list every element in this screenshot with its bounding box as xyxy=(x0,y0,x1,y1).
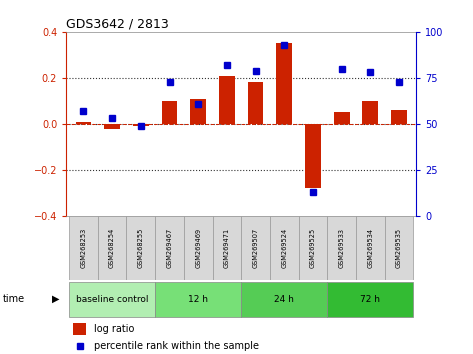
Text: ▶: ▶ xyxy=(52,294,60,304)
Bar xyxy=(98,216,126,280)
Text: GSM269525: GSM269525 xyxy=(310,228,316,268)
Text: GSM268255: GSM268255 xyxy=(138,228,144,268)
Bar xyxy=(385,216,413,280)
Bar xyxy=(241,282,327,316)
Bar xyxy=(69,216,98,280)
Bar xyxy=(298,216,327,280)
Bar xyxy=(190,98,206,124)
Text: GSM269524: GSM269524 xyxy=(281,228,287,268)
Text: GDS3642 / 2813: GDS3642 / 2813 xyxy=(66,18,169,31)
Text: baseline control: baseline control xyxy=(76,295,149,304)
Bar xyxy=(219,76,235,124)
Bar xyxy=(126,216,155,280)
Bar xyxy=(76,122,91,124)
Bar xyxy=(248,82,263,124)
Bar xyxy=(162,101,177,124)
Text: GSM269533: GSM269533 xyxy=(339,228,345,268)
Text: GSM269534: GSM269534 xyxy=(368,228,373,268)
Bar xyxy=(184,216,212,280)
Text: time: time xyxy=(2,294,25,304)
Bar xyxy=(334,113,350,124)
Text: GSM269467: GSM269467 xyxy=(166,228,173,268)
Bar xyxy=(391,110,407,124)
Text: 72 h: 72 h xyxy=(360,295,380,304)
Text: GSM268254: GSM268254 xyxy=(109,228,115,268)
Bar xyxy=(155,282,241,316)
Bar xyxy=(69,282,155,316)
Bar xyxy=(73,323,86,335)
Bar xyxy=(276,44,292,124)
Bar xyxy=(362,101,378,124)
Bar xyxy=(305,124,321,188)
Text: log ratio: log ratio xyxy=(94,324,135,333)
Text: GSM268253: GSM268253 xyxy=(80,228,87,268)
Bar xyxy=(356,216,385,280)
Text: percentile rank within the sample: percentile rank within the sample xyxy=(94,341,259,351)
Bar xyxy=(155,216,184,280)
Text: GSM269469: GSM269469 xyxy=(195,228,201,268)
Text: GSM269535: GSM269535 xyxy=(396,228,402,268)
Text: 12 h: 12 h xyxy=(188,295,208,304)
Bar xyxy=(133,124,149,126)
Bar xyxy=(212,216,241,280)
Bar xyxy=(327,282,413,316)
Text: GSM269471: GSM269471 xyxy=(224,228,230,268)
Bar xyxy=(104,124,120,129)
Text: GSM269507: GSM269507 xyxy=(253,228,259,268)
Bar xyxy=(241,216,270,280)
Bar xyxy=(327,216,356,280)
Bar xyxy=(270,216,298,280)
Text: 24 h: 24 h xyxy=(274,295,294,304)
